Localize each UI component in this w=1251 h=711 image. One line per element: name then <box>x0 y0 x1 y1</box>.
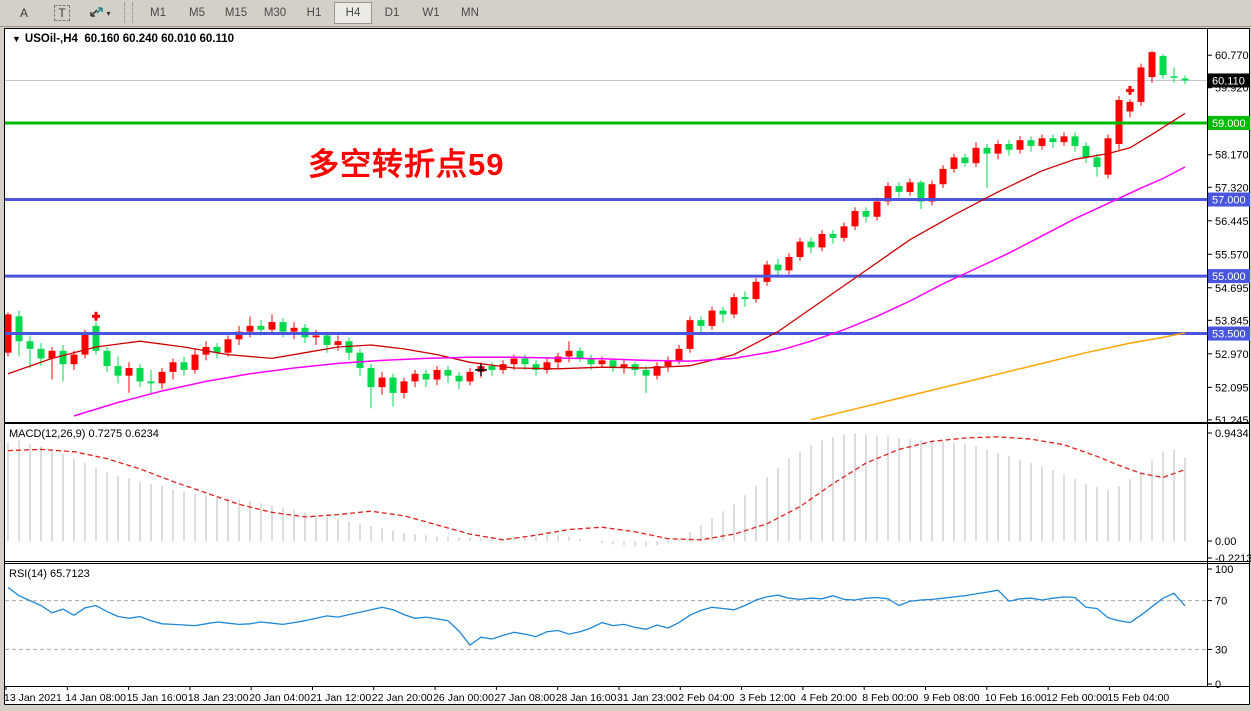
candlestick-series <box>5 50 1189 409</box>
timeframe-button-M15[interactable]: M15 <box>217 2 255 24</box>
level-price-badge: 57.000 <box>1208 192 1250 207</box>
svg-text:0.9434: 0.9434 <box>1215 428 1249 440</box>
svg-text:52.095: 52.095 <box>1215 382 1249 394</box>
timeframe-button-MN[interactable]: MN <box>451 2 489 24</box>
svg-text:55.570: 55.570 <box>1215 249 1249 261</box>
time-axis-label: 4 Feb 20:00 <box>801 692 857 704</box>
time-axis-label: 26 Jan 00:00 <box>433 692 494 704</box>
svg-text:70: 70 <box>1215 596 1227 608</box>
toolbar-grip[interactable] <box>124 3 133 23</box>
pane-borders <box>4 28 1250 705</box>
font-tool-button[interactable]: A <box>6 2 42 24</box>
current-price-badge: 60.110 <box>1208 73 1250 88</box>
svg-text:56.445: 56.445 <box>1215 216 1249 228</box>
svg-text:57.320: 57.320 <box>1215 182 1249 194</box>
text-tool-button[interactable]: T <box>44 2 80 24</box>
svg-text:51.245: 51.245 <box>1215 415 1249 427</box>
time-axis-label: 13 Jan 2021 <box>4 692 62 704</box>
cursor-tools-button[interactable]: ▾ <box>82 2 118 24</box>
symbol-dropdown-icon[interactable]: ▼ <box>12 34 21 44</box>
svg-text:55.000: 55.000 <box>1212 271 1246 283</box>
chart-title-text: USOil-,H4 60.160 60.240 60.010 60.110 <box>24 33 234 45</box>
timeframe-group: M1 M5 M15 M30 H1 H4 D1 W1 MN <box>139 2 489 24</box>
time-axis-label: 21 Jan 12:00 <box>311 692 372 704</box>
diagonal-arrows-icon <box>89 5 104 22</box>
time-axis-label: 3 Feb 12:00 <box>740 692 796 704</box>
ma-mid-line <box>73 166 1186 417</box>
level-price-badge: 55.000 <box>1208 269 1250 284</box>
dropdown-caret-icon: ▾ <box>106 8 111 18</box>
time-axis-label: 18 Jan 23:00 <box>188 692 249 704</box>
svg-text:59.000: 59.000 <box>1212 118 1246 130</box>
macd-indicator-label: MACD(12,26,9) 0.7275 0.6234 <box>9 428 159 440</box>
timeframe-button-H1[interactable]: H1 <box>295 2 333 24</box>
chart-annotation: 多空转折点59 <box>308 147 505 182</box>
svg-text:54.695: 54.695 <box>1215 283 1249 295</box>
time-axis-label: 9 Feb 08:00 <box>924 692 980 704</box>
svg-text:30: 30 <box>1215 644 1227 656</box>
macd-signal-line <box>7 436 1186 541</box>
rsi-indicator-label: RSI(14) 65.7123 <box>9 568 90 580</box>
time-axis-label: 27 Jan 08:00 <box>494 692 555 704</box>
time-axis-label: 31 Jan 23:00 <box>617 692 678 704</box>
svg-text:0.00: 0.00 <box>1215 536 1236 548</box>
svg-text:100: 100 <box>1215 564 1233 576</box>
time-axis-label: 15 Feb 04:00 <box>1107 692 1169 704</box>
main-price-pane[interactable] <box>5 50 1208 421</box>
macd-pane[interactable] <box>7 433 1186 547</box>
timeframe-button-W1[interactable]: W1 <box>412 2 450 24</box>
time-axis-label: 15 Jan 16:00 <box>127 692 188 704</box>
trade-marker <box>1126 85 1134 95</box>
status-strip <box>0 705 1251 711</box>
time-axis-label: 22 Jan 20:00 <box>372 692 433 704</box>
text-tool-label: T <box>54 5 70 21</box>
toolbar: A T ▾ M1 M5 M15 M30 H1 H4 D1 W1 MN <box>0 0 1251 27</box>
price-axis[interactable]: 60.77059.92058.17057.32056.44555.57054.6… <box>1208 50 1250 427</box>
time-axis[interactable]: 13 Jan 2021 14 Jan 08:00 15 Jan 16:00 18 Ja… <box>4 687 1169 704</box>
time-axis-label: 10 Feb 16:00 <box>985 692 1047 704</box>
level-price-badge: 53.500 <box>1208 326 1250 341</box>
rsi-pane[interactable] <box>5 586 1207 650</box>
svg-text:52.970: 52.970 <box>1215 349 1249 361</box>
svg-text:53.845: 53.845 <box>1215 315 1249 327</box>
rsi-axis: 100 70 30 0 <box>1208 564 1233 691</box>
time-axis-label: 2 Feb 04:00 <box>678 692 734 704</box>
time-axis-label: 20 Jan 04:00 <box>249 692 310 704</box>
svg-text:60.110: 60.110 <box>1212 75 1245 87</box>
time-axis-label: 14 Jan 08:00 <box>65 692 126 704</box>
timeframe-button-M5[interactable]: M5 <box>178 2 216 24</box>
crosshair-marker <box>475 363 487 376</box>
time-axis-label: 28 Jan 16:00 <box>556 692 617 704</box>
svg-text:58.170: 58.170 <box>1215 150 1249 162</box>
chart-title: ▼ USOil-,H4 60.160 60.240 60.010 60.110 <box>12 33 234 45</box>
timeframe-button-M1[interactable]: M1 <box>139 2 177 24</box>
svg-text:0: 0 <box>1215 679 1221 691</box>
font-tool-label: A <box>19 6 28 20</box>
trade-marker <box>92 311 100 321</box>
time-axis-label: 8 Feb 00:00 <box>862 692 918 704</box>
ma-slow-line <box>810 332 1186 421</box>
chart-window[interactable]: 60.77059.92058.17057.32056.44555.57054.6… <box>0 27 1251 711</box>
timeframe-button-M30[interactable]: M30 <box>256 2 294 24</box>
timeframe-button-D1[interactable]: D1 <box>373 2 411 24</box>
rsi-line <box>7 586 1186 646</box>
time-axis-label: 12 Feb 00:00 <box>1046 692 1108 704</box>
svg-text:-0.2213: -0.2213 <box>1215 553 1251 565</box>
svg-text:57.000: 57.000 <box>1212 195 1246 207</box>
level-price-badge: 59.000 <box>1208 115 1250 130</box>
timeframe-button-H4[interactable]: H4 <box>334 2 372 24</box>
svg-text:53.500: 53.500 <box>1212 329 1246 341</box>
svg-text:60.770: 60.770 <box>1215 50 1249 62</box>
macd-axis: 0.9434 0.00 -0.2213 <box>1208 428 1251 565</box>
ma-fast-line <box>7 112 1186 375</box>
